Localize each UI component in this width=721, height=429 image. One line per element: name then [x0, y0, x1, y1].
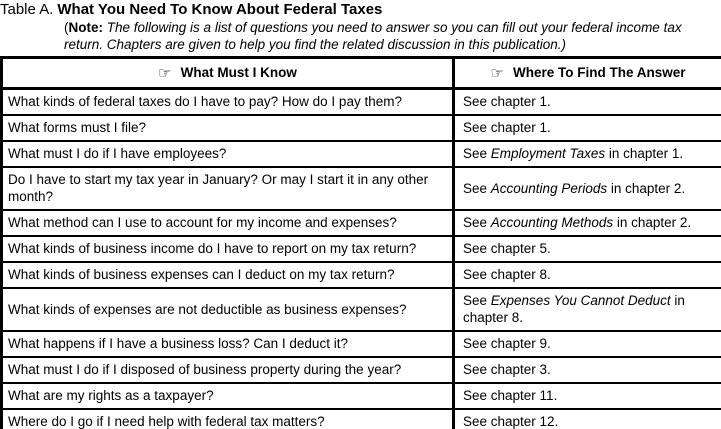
table-label: Table A.	[0, 1, 54, 18]
question-cell: What kinds of business expenses can I de…	[0, 261, 455, 289]
column-header-label: What Must I Know	[180, 65, 297, 80]
answer-cell: See Expenses You Cannot Deduct in chapte…	[452, 287, 721, 332]
page-title: What You Need To Know About Federal Taxe…	[57, 1, 383, 18]
header-row: ☞ What Must I Know ☞ Where To Find The Ans…	[0, 56, 721, 90]
answer-cell: See chapter 1.	[452, 114, 721, 142]
federal-taxes-table: ☞ What Must I Know ☞ Where To Find The Ans…	[0, 56, 721, 429]
table-row: What kinds of business expenses can I de…	[0, 261, 721, 289]
table-title-line: Table A. What You Need To Know About Fede…	[0, 1, 721, 19]
question-cell: What forms must I file?	[0, 114, 455, 142]
question-cell: What happens if I have a business loss? …	[0, 330, 455, 358]
pointing-hand-icon: ☞	[158, 64, 172, 82]
answer-cell: See chapter 8.	[452, 261, 721, 289]
answer-cell: See Employment Taxes in chapter 1.	[452, 140, 721, 168]
question-cell: Where do I go if I need help with federa…	[0, 408, 455, 429]
note-label: Note:	[68, 20, 104, 35]
question-cell: What must I do if I have employees?	[0, 140, 455, 168]
table-header: ☞ What Must I Know ☞ Where To Find The Ans…	[0, 56, 721, 90]
answer-cell: See Accounting Methods in chapter 2.	[452, 209, 721, 237]
table-row: What kinds of expenses are not deductibl…	[0, 287, 721, 332]
table-row: What must I do if I have employees? See …	[0, 140, 721, 168]
table-row: What must I do if I disposed of business…	[0, 356, 721, 384]
table-row: Do I have to start my tax year in Januar…	[0, 166, 721, 211]
question-cell: What are my rights as a taxpayer?	[0, 382, 455, 410]
question-cell: Do I have to start my tax year in Januar…	[0, 166, 455, 211]
note-paren: (	[64, 20, 69, 35]
note-text: The following is a list of questions you…	[64, 20, 682, 52]
table-row: What are my rights as a taxpayer? See ch…	[0, 382, 721, 410]
question-cell: What kinds of federal taxes do I have to…	[0, 87, 455, 116]
table-row: Where do I go if I need help with federa…	[0, 408, 721, 429]
answer-cell: See chapter 1.	[452, 87, 721, 116]
table-row: What kinds of federal taxes do I have to…	[0, 87, 721, 116]
question-cell: What kinds of expenses are not deductibl…	[0, 287, 455, 332]
question-cell: What method can I use to account for my …	[0, 209, 455, 237]
table-note: (Note: The following is a list of questi…	[64, 19, 712, 53]
table-row: What happens if I have a business loss? …	[0, 330, 721, 358]
column-header-where-to-find-answer: ☞ Where To Find The Answer	[452, 56, 721, 90]
column-header-label: Where To Find The Answer	[512, 65, 686, 80]
table-body: What kinds of federal taxes do I have to…	[0, 87, 721, 429]
question-cell: What kinds of business income do I have …	[0, 235, 455, 263]
column-header-what-must-i-know: ☞ What Must I Know	[0, 56, 455, 90]
question-cell: What must I do if I disposed of business…	[0, 356, 455, 384]
table-row: What forms must I file? See chapter 1.	[0, 114, 721, 142]
answer-cell: See chapter 9.	[452, 330, 721, 358]
answer-cell: See chapter 11.	[452, 382, 721, 410]
answer-cell: See chapter 3.	[452, 356, 721, 384]
table-row: What kinds of business income do I have …	[0, 235, 721, 263]
pointing-hand-icon: ☞	[490, 64, 504, 82]
answer-cell: See Accounting Periods in chapter 2.	[452, 166, 721, 211]
answer-cell: See chapter 12.	[452, 408, 721, 429]
table-row: What method can I use to account for my …	[0, 209, 721, 237]
answer-cell: See chapter 5.	[452, 235, 721, 263]
